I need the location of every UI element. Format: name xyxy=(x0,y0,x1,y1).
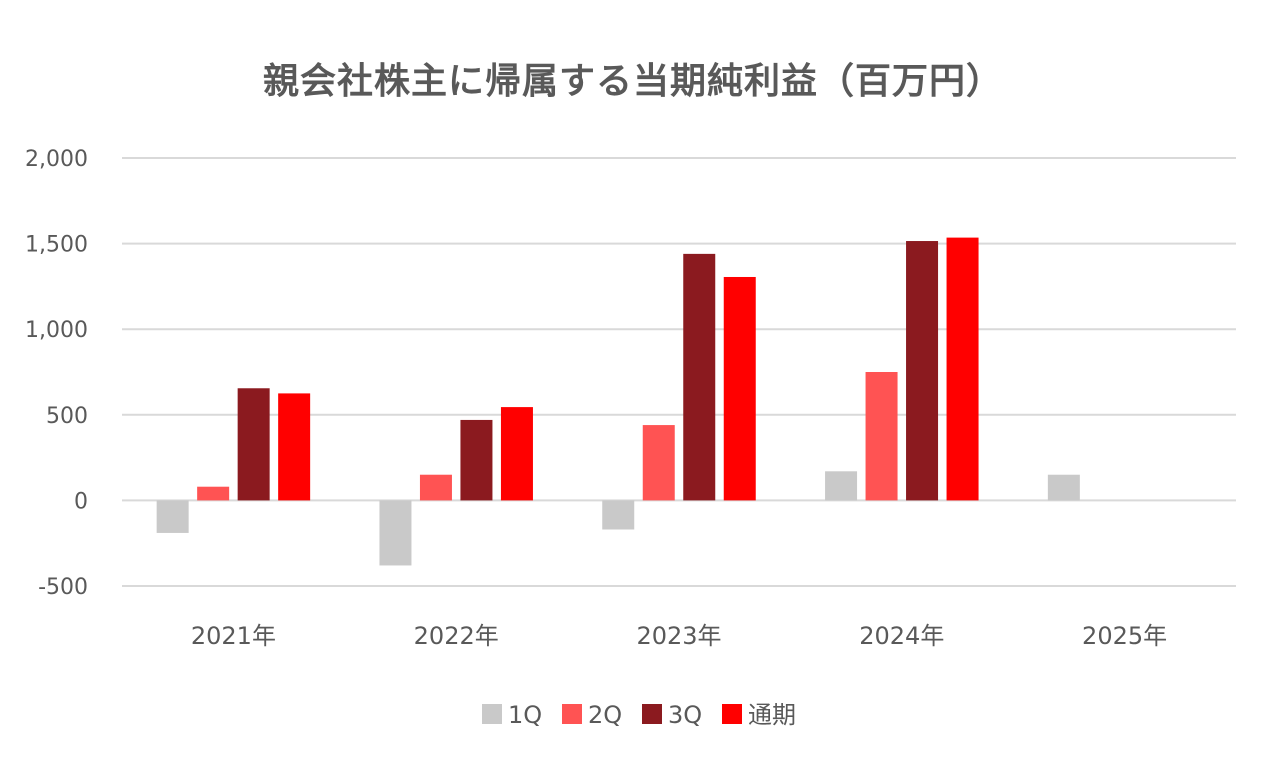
legend-item-2Q: 2Q xyxy=(562,701,622,729)
chart-title: 親会社株主に帰属する当期純利益（百万円） xyxy=(262,61,1003,102)
bar-3Q-2023年 xyxy=(683,253,716,501)
y-tick-label: -500 xyxy=(38,575,88,600)
bar-3Q-2021年 xyxy=(237,388,270,501)
bars xyxy=(156,237,1080,566)
bar-通期-2024年 xyxy=(946,237,979,501)
legend-label: 2Q xyxy=(588,701,622,729)
legend-label: 通期 xyxy=(748,701,796,729)
x-category-label: 2024年 xyxy=(859,622,944,650)
x-category-label: 2025年 xyxy=(1082,622,1167,650)
bar-2Q-2021年 xyxy=(197,486,230,501)
x-category-label: 2022年 xyxy=(414,622,499,650)
legend-swatch xyxy=(562,704,582,724)
legend: 1Q 2Q 3Q 通期 xyxy=(482,701,796,729)
legend-swatch xyxy=(722,704,742,724)
bar-通期-2021年 xyxy=(278,393,311,501)
legend-item-3Q: 3Q xyxy=(642,701,702,729)
gridlines xyxy=(122,157,1236,587)
y-tick-label: 0 xyxy=(74,489,88,514)
legend-item-通期: 通期 xyxy=(722,701,796,729)
bar-1Q-2024年 xyxy=(825,471,858,501)
legend-swatch xyxy=(642,704,662,724)
bar-1Q-2025年 xyxy=(1047,474,1080,501)
x-category-label: 2023年 xyxy=(636,622,721,650)
bar-3Q-2024年 xyxy=(906,241,939,501)
bar-通期-2023年 xyxy=(723,276,756,501)
x-category-label: 2021年 xyxy=(191,622,276,650)
y-tick-label: 1,500 xyxy=(25,233,88,258)
bar-1Q-2022年 xyxy=(379,500,412,566)
bar-1Q-2021年 xyxy=(156,500,189,533)
y-tick-label: 500 xyxy=(46,404,88,429)
y-tick-label: 1,000 xyxy=(25,318,88,343)
bar-1Q-2023年 xyxy=(602,500,635,530)
x-axis-categories: 2021年 2022年 2023年 2024年 2025年 xyxy=(191,622,1167,650)
legend-label: 3Q xyxy=(668,701,702,729)
legend-swatch xyxy=(482,704,502,724)
legend-label: 1Q xyxy=(508,701,542,729)
bar-3Q-2022年 xyxy=(460,419,493,501)
bar-通期-2022年 xyxy=(500,407,533,501)
y-axis-ticks: 2,000 1,500 1,000 500 0 -500 xyxy=(25,147,88,600)
bar-2Q-2022年 xyxy=(419,474,452,501)
bar-2Q-2023年 xyxy=(642,425,675,501)
legend-item-1Q: 1Q xyxy=(482,701,542,729)
bar-2Q-2024年 xyxy=(865,372,898,501)
y-tick-label: 2,000 xyxy=(25,147,88,172)
